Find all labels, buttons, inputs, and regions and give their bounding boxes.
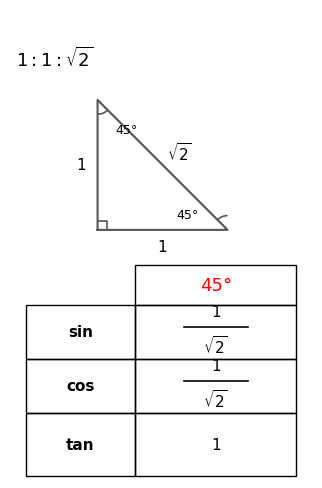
Text: cos: cos: [66, 379, 95, 394]
Bar: [135, 413, 296, 476]
Text: 1: 1: [158, 240, 167, 255]
Text: 1: 1: [211, 305, 221, 319]
Text: $\sqrt{2}$: $\sqrt{2}$: [167, 142, 192, 163]
Text: 1: 1: [211, 437, 221, 452]
Bar: [135, 359, 296, 413]
Text: 45°: 45°: [116, 124, 138, 137]
Text: 1: 1: [211, 358, 221, 373]
Text: sin: sin: [68, 325, 93, 340]
Bar: [26, 305, 135, 359]
Bar: [26, 413, 135, 476]
Text: 45°: 45°: [177, 208, 199, 222]
Text: tan: tan: [66, 437, 95, 452]
Bar: [135, 305, 296, 359]
Text: 45°: 45°: [200, 276, 232, 294]
Text: $\sqrt{2}$: $\sqrt{2}$: [203, 388, 228, 410]
Text: $1:1:\sqrt{2}$: $1:1:\sqrt{2}$: [16, 46, 94, 71]
Bar: [26, 359, 135, 413]
Bar: [135, 265, 296, 305]
Text: 1: 1: [76, 158, 86, 173]
Text: $\sqrt{2}$: $\sqrt{2}$: [203, 335, 228, 357]
